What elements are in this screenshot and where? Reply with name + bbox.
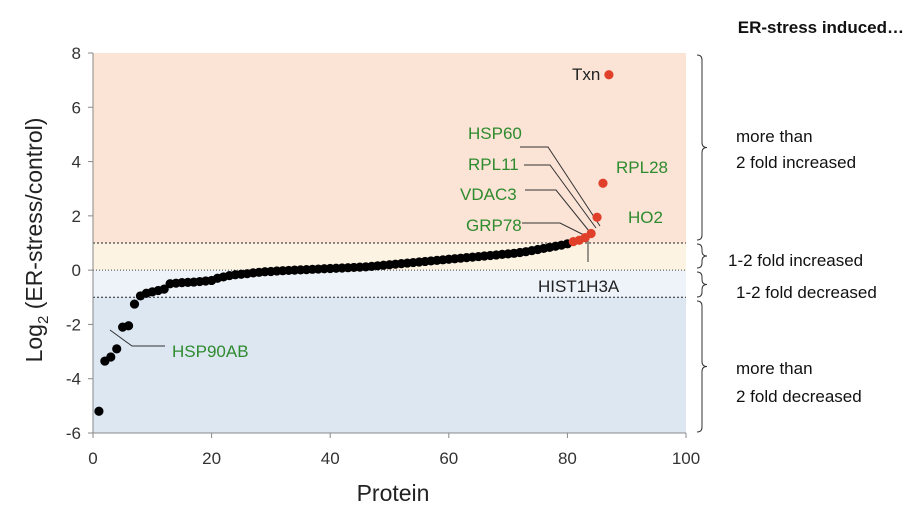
bracket-inc12 (696, 243, 708, 269)
y-tick-label: -2 (66, 315, 81, 334)
y-axis-title-rest: (ER-stress/control) (21, 118, 47, 316)
leader-line-1 (524, 164, 597, 229)
band-label-dec12: 1-2 fold decreased (736, 283, 877, 302)
y-axis-title-main: Log (21, 324, 47, 362)
label-hsp90ab: HSP90AB (172, 342, 249, 361)
x-tick-label: 60 (439, 449, 458, 468)
y-tick-label: 6 (72, 98, 81, 117)
highlight-point (598, 178, 608, 188)
bracket-dec12 (696, 271, 708, 298)
label-rpl11: RPL11 (468, 155, 519, 174)
x-tick-label: 40 (321, 449, 340, 468)
fold-brackets (696, 54, 708, 433)
point-labels: Txn HSP60 RPL11 VDAC3 GRP78 RPL28 HO2 HI… (172, 65, 668, 361)
band-label-dec2-line2: 2 fold decreased (736, 387, 862, 406)
fold-labels: more than 2 fold increased 1-2 fold incr… (728, 127, 877, 406)
band-layer (93, 53, 686, 433)
data-point (129, 299, 140, 309)
x-tick-label: 80 (558, 449, 577, 468)
x-axis-title: Protein (357, 480, 430, 506)
band-label-inc2-line1: more than (736, 127, 813, 146)
data-point (159, 284, 169, 294)
leader-line-3 (522, 222, 585, 236)
y-axis-title: Log2 (ER-stress/control) (21, 118, 52, 363)
chart-header: ER-stress induced… (738, 18, 904, 37)
label-rpl28: RPL28 (616, 158, 668, 177)
y-axis-title-subscript: 2 (35, 316, 52, 324)
highlight-point (586, 228, 596, 239)
label-vdac3: VDAC3 (460, 185, 517, 204)
label-ho2: HO2 (628, 208, 663, 227)
y-tick-label: 8 (72, 44, 81, 63)
data-point (112, 344, 122, 354)
y-tick-label: 2 (72, 207, 81, 226)
x-tick-label: 0 (88, 449, 97, 468)
y-tick-label: 4 (72, 153, 81, 172)
band-3 (93, 297, 686, 433)
y-tick-label: -6 (66, 424, 81, 443)
band-label-inc2-line2: 2 fold increased (736, 153, 856, 172)
leader-lines (109, 146, 601, 347)
data-points (94, 70, 614, 416)
axes (92, 53, 686, 434)
x-tick-label: 20 (202, 449, 221, 468)
label-hist1h3a: HIST1H3A (538, 277, 620, 296)
band-0 (93, 53, 686, 243)
data-point (94, 406, 104, 416)
data-point (123, 321, 134, 331)
data-point (106, 352, 116, 362)
bracket-inc2 (696, 54, 708, 241)
label-hsp60: HSP60 (468, 124, 522, 143)
band-label-inc12: 1-2 fold increased (728, 251, 863, 270)
x-tick-label: 100 (672, 449, 700, 468)
y-tick-label: -4 (66, 370, 81, 389)
bracket-dec2 (696, 300, 708, 433)
leader-line-5 (109, 329, 165, 347)
highlight-point (592, 212, 602, 222)
leader-line-2 (525, 189, 590, 232)
band-label-dec2-line1: more than (736, 359, 813, 378)
leader-line-0 (520, 146, 601, 227)
label-txn: Txn (572, 65, 600, 84)
highlight-point (604, 70, 614, 80)
y-tick-label: 0 (72, 261, 81, 280)
label-grp78: GRP78 (466, 216, 522, 235)
